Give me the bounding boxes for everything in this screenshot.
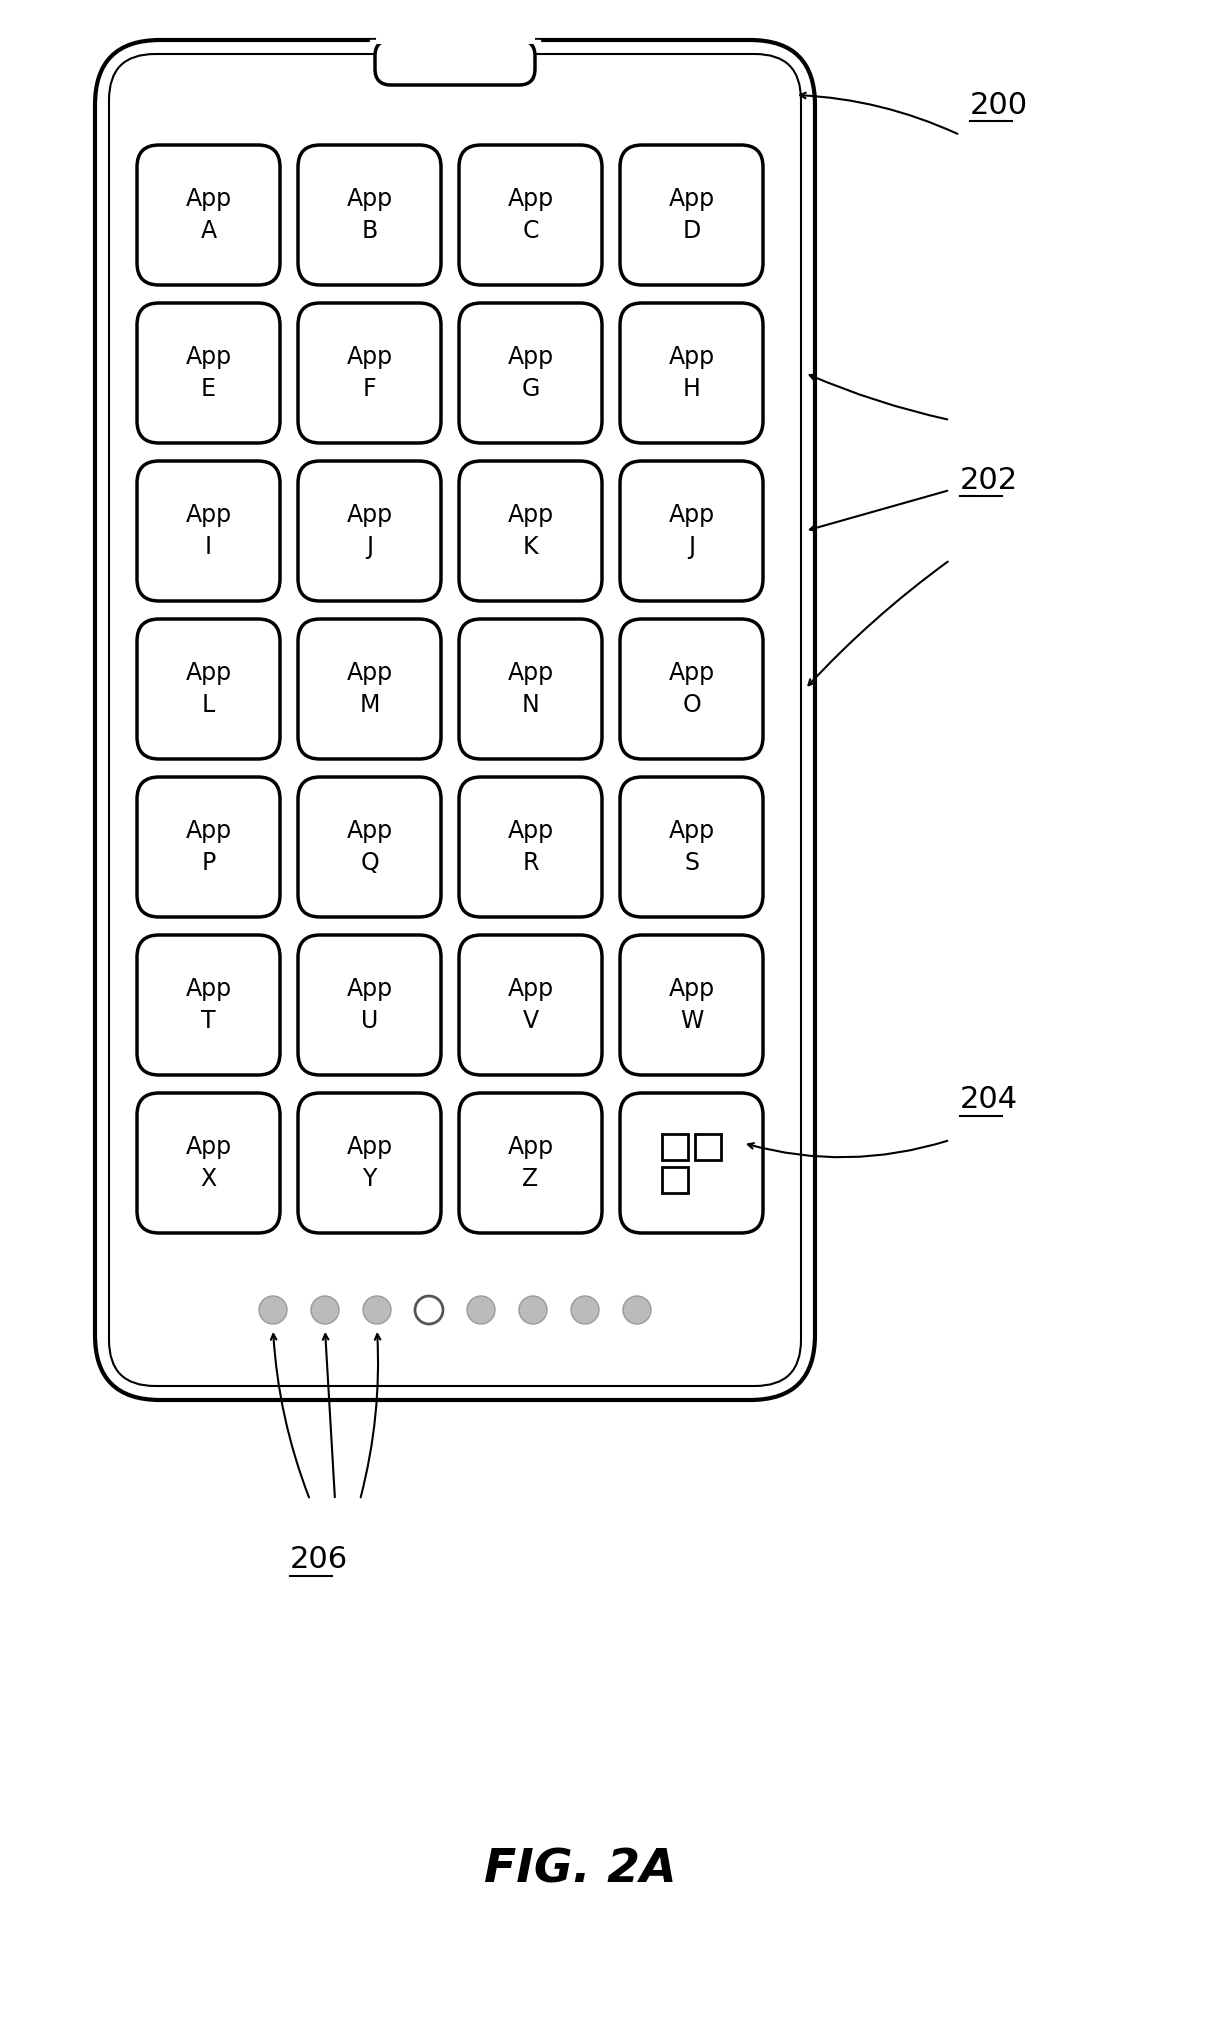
FancyBboxPatch shape [136,144,280,286]
FancyBboxPatch shape [620,935,762,1075]
Text: 206: 206 [290,1545,348,1574]
Text: App
N: App N [508,661,553,716]
FancyBboxPatch shape [298,619,441,758]
FancyBboxPatch shape [136,460,280,600]
Text: App
A: App A [185,187,231,243]
FancyBboxPatch shape [620,777,762,917]
Text: App
H: App H [669,345,715,402]
Text: App
Z: App Z [508,1136,553,1190]
Circle shape [363,1296,391,1324]
FancyBboxPatch shape [298,144,441,286]
Text: App
L: App L [185,661,231,716]
Circle shape [519,1296,547,1324]
Text: 202: 202 [960,466,1018,495]
FancyBboxPatch shape [620,460,762,600]
FancyBboxPatch shape [136,935,280,1075]
Circle shape [415,1296,443,1324]
Text: App
B: App B [346,187,392,243]
Text: 204: 204 [960,1085,1018,1115]
Text: App
K: App K [508,503,553,560]
Text: App
U: App U [346,977,392,1032]
FancyBboxPatch shape [620,1093,762,1233]
Circle shape [311,1296,339,1324]
FancyBboxPatch shape [95,41,815,1399]
Circle shape [571,1296,599,1324]
FancyBboxPatch shape [136,1093,280,1233]
Bar [695,1134,721,1160]
Circle shape [259,1296,287,1324]
Text: App
M: App M [346,661,392,716]
FancyBboxPatch shape [620,302,762,442]
FancyBboxPatch shape [459,935,602,1075]
FancyBboxPatch shape [459,1093,602,1233]
FancyBboxPatch shape [136,777,280,917]
Text: App
P: App P [185,819,231,874]
FancyBboxPatch shape [459,619,602,758]
Text: App
J: App J [346,503,392,560]
Bar [663,1166,688,1192]
FancyBboxPatch shape [136,619,280,758]
FancyBboxPatch shape [459,460,602,600]
Text: App
X: App X [185,1136,231,1190]
Text: App
Q: App Q [346,819,392,874]
FancyBboxPatch shape [459,302,602,442]
FancyBboxPatch shape [375,41,535,85]
Text: App
C: App C [508,187,553,243]
FancyBboxPatch shape [298,777,441,917]
FancyBboxPatch shape [108,55,801,1385]
FancyBboxPatch shape [298,302,441,442]
Text: App
Y: App Y [346,1136,392,1190]
Text: 200: 200 [970,91,1028,120]
Circle shape [622,1296,650,1324]
Circle shape [466,1296,495,1324]
Text: App
T: App T [185,977,231,1032]
FancyBboxPatch shape [298,935,441,1075]
Text: App
S: App S [669,819,715,874]
FancyBboxPatch shape [620,144,762,286]
Text: App
W: App W [669,977,715,1032]
Text: App
R: App R [508,819,553,874]
FancyBboxPatch shape [136,302,280,442]
Text: App
J: App J [669,503,715,560]
Text: App
I: App I [185,503,231,560]
FancyBboxPatch shape [459,144,602,286]
Text: App
O: App O [669,661,715,716]
Text: App
E: App E [185,345,231,402]
Text: App
F: App F [346,345,392,402]
FancyBboxPatch shape [620,619,762,758]
FancyBboxPatch shape [298,460,441,600]
Bar [663,1134,688,1160]
FancyBboxPatch shape [298,1093,441,1233]
Text: App
G: App G [508,345,553,402]
Text: FIG. 2A: FIG. 2A [484,1848,676,1892]
Text: App
V: App V [508,977,553,1032]
Text: App
D: App D [669,187,715,243]
FancyBboxPatch shape [459,777,602,917]
